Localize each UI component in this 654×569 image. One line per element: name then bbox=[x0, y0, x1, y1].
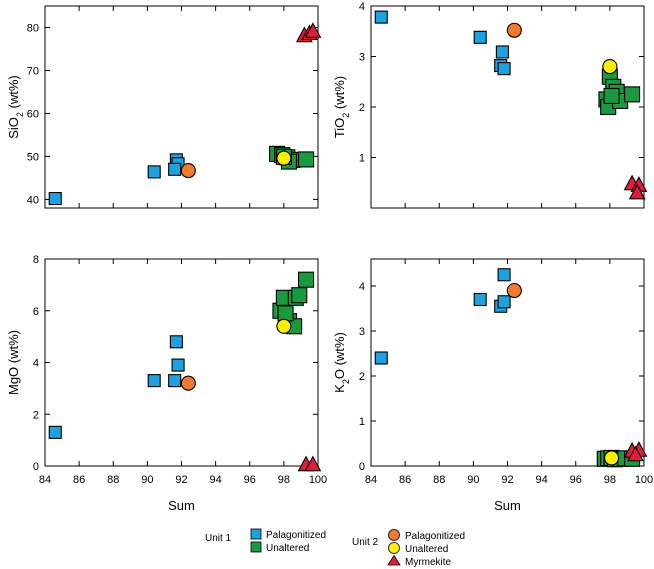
point-mgo-u1-unalt-6 bbox=[298, 271, 315, 288]
y-tick-label-mgo-2: 4 bbox=[33, 358, 39, 370]
legend-u1-unalt-label: Unaltered bbox=[266, 543, 309, 554]
y-tick-label-mgo-4: 8 bbox=[33, 254, 39, 266]
y-tick-label-sio2-2: 60 bbox=[27, 108, 39, 120]
x-tick-label-mgo-8: 100 bbox=[309, 474, 327, 486]
y-tick-label-k2o-4: 4 bbox=[359, 281, 365, 293]
y-tick-label-sio2-1: 50 bbox=[27, 151, 39, 163]
point-tio2-u1-palag-4 bbox=[497, 62, 511, 76]
point-tio2-myrmekite-2 bbox=[628, 183, 646, 200]
point-tio2-u1-unalt-6 bbox=[624, 86, 641, 103]
legend-unit1-label: Unit 1 bbox=[205, 533, 232, 544]
point-k2o-u2-palag-0 bbox=[506, 282, 522, 299]
y-tick-label-mgo-1: 2 bbox=[33, 409, 39, 421]
point-sio2-myrmekite-2 bbox=[304, 22, 322, 38]
panel-k2o: 84 86 88 90 92 94 96 98 100 0 1 2 3 4 K2O (wt%) Sum bbox=[332, 258, 653, 513]
point-sio2-u2-unalt-0 bbox=[276, 150, 292, 166]
point-mgo-u1-palag-0 bbox=[48, 425, 62, 439]
x-tick-label-k2o-8: 100 bbox=[635, 474, 653, 486]
y-axis-label-sio2: SiO2 (wt%) bbox=[6, 75, 25, 139]
x-tick-label-mgo-2: 88 bbox=[107, 474, 119, 486]
x-tick-label-mgo-5: 94 bbox=[210, 474, 222, 486]
point-k2o-u1-palag-3 bbox=[497, 295, 511, 309]
point-k2o-u1-palag-4 bbox=[497, 268, 511, 282]
y-axis-label-k2o: K2O (wt%) bbox=[332, 332, 351, 393]
y-tick-label-sio2-4: 80 bbox=[27, 22, 39, 34]
point-tio2-u1-palag-2 bbox=[495, 45, 509, 59]
legend-u1-unalt-marker bbox=[250, 541, 262, 553]
x-tick-label-k2o-1: 86 bbox=[399, 474, 411, 486]
x-tick-label-k2o-6: 96 bbox=[570, 474, 582, 486]
point-k2o-u1-palag-0 bbox=[374, 351, 388, 365]
x-tick-label-mgo-6: 96 bbox=[244, 474, 256, 486]
point-mgo-u1-palag-2 bbox=[168, 374, 182, 388]
legend-myrmekite-label: Myrmekite bbox=[405, 557, 452, 568]
point-mgo-u2-unalt-0 bbox=[276, 318, 292, 334]
x-tick-label-mgo-4: 92 bbox=[175, 474, 187, 486]
legend-u2-unalt-marker bbox=[388, 542, 400, 554]
plot-frame-sio2 bbox=[44, 5, 319, 209]
point-sio2-u2-palag-0 bbox=[180, 163, 196, 179]
point-sio2-u1-palag-4 bbox=[168, 162, 182, 176]
y-tick-label-mgo-0: 0 bbox=[33, 461, 39, 473]
y-tick-label-tio2-0: 1 bbox=[359, 153, 365, 165]
legend-u1-palag-label: Palagonitized bbox=[266, 530, 326, 541]
y-tick-label-k2o-2: 2 bbox=[359, 371, 365, 383]
x-tick-label-mgo-3: 90 bbox=[141, 474, 153, 486]
y-tick-label-tio2-1: 2 bbox=[359, 102, 365, 114]
legend-u2-palag-label: Palagonitized bbox=[405, 531, 465, 542]
point-k2o-myrmekite-2 bbox=[627, 445, 644, 462]
x-tick-label-mgo-1: 86 bbox=[73, 474, 85, 486]
y-tick-label-k2o-1: 1 bbox=[359, 416, 365, 428]
point-mgo-u1-palag-3 bbox=[171, 358, 185, 372]
legend-u1-palag-marker bbox=[250, 528, 262, 540]
point-mgo-u1-palag-1 bbox=[147, 374, 161, 388]
x-tick-label-k2o-5: 94 bbox=[536, 474, 548, 486]
x-axis-label-k2o: Sum bbox=[494, 498, 521, 513]
panel-sio2: 40 50 60 70 80 SiO2 (wt%) bbox=[6, 5, 322, 209]
panel-mgo: 84 86 88 90 92 94 96 98 100 0 2 4 6 8 MgO (wt%) Sum bbox=[6, 254, 327, 513]
y-tick-label-tio2-2: 3 bbox=[359, 52, 365, 64]
x-tick-label-k2o-3: 90 bbox=[467, 474, 479, 486]
y-tick-label-tio2-3: 4 bbox=[359, 1, 365, 13]
legend: Unit 1 Palagonitized Unaltered Unit 2 Pa… bbox=[205, 528, 465, 568]
x-tick-label-k2o-4: 92 bbox=[501, 474, 513, 486]
point-mgo-u1-unalt-4 bbox=[291, 287, 308, 304]
point-sio2-u1-palag-1 bbox=[147, 165, 161, 179]
y-axis-label-tio2: TiO2 (wt%) bbox=[332, 76, 351, 138]
point-sio2-u1-palag-0 bbox=[48, 191, 62, 206]
y-tick-label-k2o-0: 0 bbox=[359, 461, 365, 473]
x-tick-label-mgo-7: 98 bbox=[278, 474, 290, 486]
y-tick-label-sio2-3: 70 bbox=[27, 65, 39, 77]
y-tick-label-mgo-3: 6 bbox=[33, 306, 39, 318]
point-tio2-u2-unalt-0 bbox=[602, 59, 618, 75]
x-tick-label-k2o-7: 98 bbox=[604, 474, 616, 486]
x-tick-label-k2o-2: 88 bbox=[433, 474, 445, 486]
point-tio2-u2-palag-0 bbox=[506, 22, 522, 38]
point-mgo-u2-palag-0 bbox=[180, 375, 196, 391]
panel-tio2: 1 2 3 4 TiO2 (wt%) bbox=[332, 1, 648, 209]
legend-u2-palag-marker bbox=[388, 529, 400, 541]
x-tick-label-mgo-0: 84 bbox=[39, 474, 51, 486]
point-tio2-u1-palag-0 bbox=[374, 10, 388, 24]
point-mgo-u1-unalt-7 bbox=[277, 305, 294, 322]
y-tick-label-sio2-0: 40 bbox=[27, 194, 39, 206]
legend-unit2-label: Unit 2 bbox=[352, 537, 379, 548]
point-mgo-myrmekite-1 bbox=[304, 455, 322, 472]
point-sio2-u1-unalt-5 bbox=[298, 151, 315, 168]
point-tio2-u1-palag-1 bbox=[473, 30, 487, 44]
legend-myrmekite-marker bbox=[387, 554, 401, 566]
point-mgo-u1-palag-4 bbox=[169, 335, 183, 349]
y-axis-label-mgo: MgO (wt%) bbox=[6, 330, 21, 395]
legend-u2-unalt-label: Unaltered bbox=[405, 544, 448, 555]
point-k2o-u2-unalt-0 bbox=[604, 450, 620, 466]
point-tio2-u1-unalt-7 bbox=[603, 87, 620, 104]
x-tick-label-k2o-0: 84 bbox=[365, 474, 377, 486]
x-axis-label-mgo: Sum bbox=[168, 498, 195, 513]
point-k2o-u1-palag-1 bbox=[473, 292, 487, 307]
y-tick-label-k2o-3: 3 bbox=[359, 326, 365, 338]
